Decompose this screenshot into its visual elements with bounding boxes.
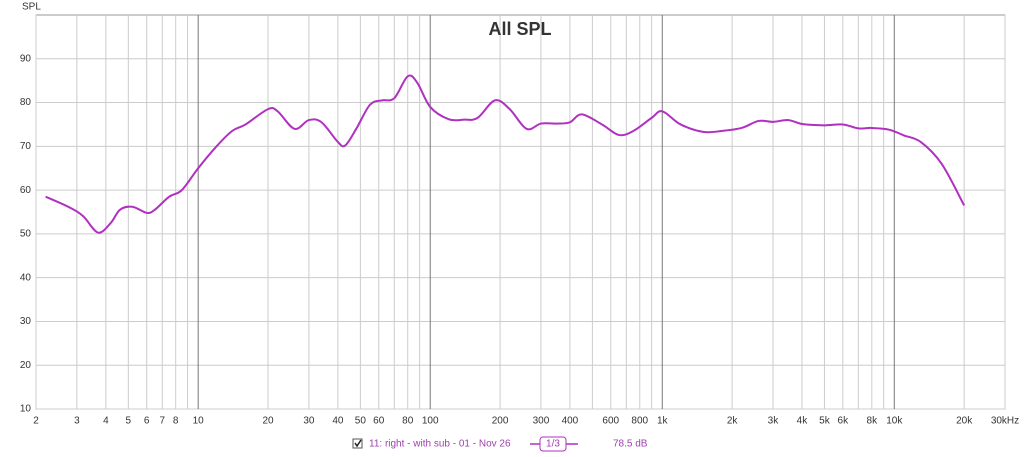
x-tick-label: 100	[422, 416, 439, 427]
x-tick-label: 200	[492, 416, 509, 427]
x-tick-label: 4	[103, 416, 109, 427]
x-tick-label: 2	[33, 416, 39, 427]
x-tick-label: 600	[602, 416, 619, 427]
x-tick-label: 4k	[797, 416, 809, 427]
x-tick-label: 60	[373, 416, 385, 427]
x-tick-label: 10k	[886, 416, 903, 427]
x-tick-label: 7	[159, 416, 165, 427]
x-tick-label: 2k	[727, 416, 739, 427]
plot-frame	[35, 14, 1006, 410]
x-tick-label: 20k	[956, 416, 973, 427]
x-tick-label: 5	[126, 416, 132, 427]
legend-entry[interactable]: 11: right - with sub - 01 - Nov 26	[369, 439, 511, 450]
y-tick-label: 70	[20, 141, 32, 152]
x-tick-label: 8	[173, 416, 179, 427]
y-tick-label: 30	[20, 316, 32, 327]
x-tick-label: 400	[562, 416, 579, 427]
x-tick-label: 1k	[657, 416, 669, 427]
x-tick-label: 30	[303, 416, 315, 427]
x-tick-label: 6k	[838, 416, 850, 427]
smoothing-box[interactable]	[539, 436, 567, 452]
legend-checkbox[interactable]	[352, 438, 363, 449]
x-tick-label: 30kHz	[991, 416, 1019, 427]
x-tick-label: 40	[332, 416, 344, 427]
x-tick-label: 20	[262, 416, 274, 427]
y-axis-label: SPL	[22, 2, 41, 13]
y-tick-label: 60	[20, 185, 32, 196]
y-tick-label: 40	[20, 272, 32, 283]
legend-level: 78.5 dB	[613, 439, 648, 450]
y-tick-label: 80	[20, 97, 32, 108]
x-tick-label: 8k	[867, 416, 879, 427]
x-tick-label: 800	[631, 416, 648, 427]
x-tick-label: 10	[193, 416, 205, 427]
x-tick-label: 50	[355, 416, 367, 427]
check-mark	[354, 439, 362, 448]
x-tick-label: 300	[533, 416, 550, 427]
chart-title: All SPL	[488, 19, 551, 39]
x-tick-label: 3k	[768, 416, 780, 427]
y-tick-label: 90	[20, 53, 32, 64]
legend: 11: right - with sub - 01 - Nov 26 1/3 7…	[352, 436, 648, 452]
y-tick-label: 10	[20, 404, 32, 415]
x-tick-label: 6	[144, 416, 150, 427]
spl-curve	[45, 74, 966, 234]
x-tick-label: 5k	[819, 416, 831, 427]
x-tick-label: 3	[74, 416, 80, 427]
x-tick-label: 80	[402, 416, 414, 427]
y-tick-label: 50	[20, 229, 32, 240]
smoothing-label: 1/3	[546, 439, 560, 450]
y-tick-label: 20	[20, 360, 32, 371]
